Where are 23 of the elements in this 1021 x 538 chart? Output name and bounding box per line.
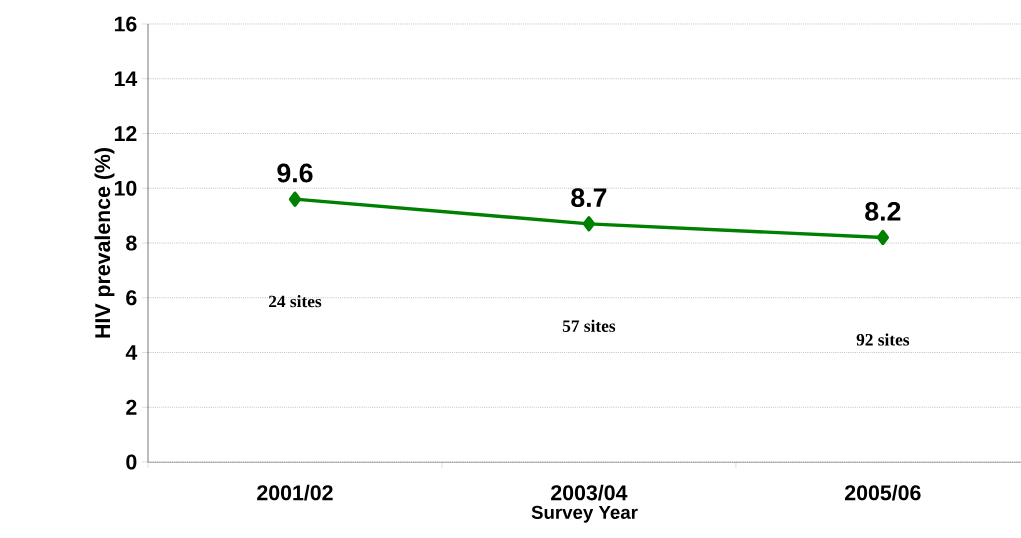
point — [876, 229, 890, 246]
annotation: 57 sites — [562, 319, 616, 332]
y-tick-label: 4 — [125, 345, 138, 360]
y-tick-label: 0 — [126, 454, 137, 470]
annotation: 92 sites — [856, 333, 910, 346]
x-tick-label: 2005/06 — [845, 484, 921, 501]
y-tick-label: 8 — [126, 235, 137, 251]
point — [288, 191, 302, 207]
data-label: 8.7 — [571, 188, 607, 208]
y-axis-title: HIV prevalence (%) — [94, 148, 115, 338]
y-tick-label: 14 — [114, 71, 138, 87]
y-tick-label: 2 — [126, 399, 137, 415]
y-tick-label: 10 — [114, 180, 137, 196]
y-tick-label: 16 — [114, 16, 137, 32]
y-tick-label: 6 — [126, 290, 137, 306]
data-label: 8.2 — [865, 201, 901, 221]
x-tick-label: 2001/02 — [257, 484, 333, 501]
data-label: 9.6 — [277, 163, 313, 183]
y-tick-label: 12 — [114, 126, 137, 141]
x-axis-title: Survey Year — [531, 505, 638, 523]
x-tick-label: 2003/04 — [551, 484, 628, 501]
annotation: 24 sites — [268, 295, 322, 308]
point — [582, 216, 596, 232]
